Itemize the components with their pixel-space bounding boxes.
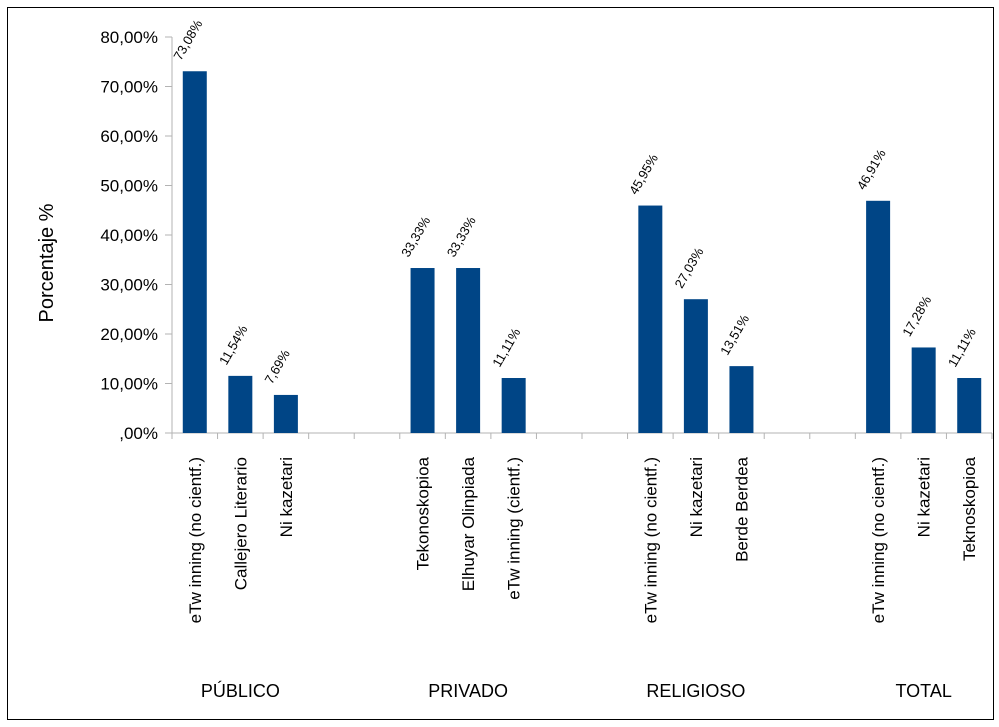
data-label: 46,91% xyxy=(854,146,889,192)
bar xyxy=(684,299,708,433)
data-label: 73,08% xyxy=(170,17,205,63)
data-label: 17,28% xyxy=(899,293,934,339)
bar xyxy=(411,268,435,433)
bar xyxy=(183,71,207,433)
category-label: Teknoskopioa xyxy=(960,456,979,561)
bar xyxy=(912,347,936,433)
data-label: 11,54% xyxy=(216,322,251,367)
data-label: 13,51% xyxy=(717,312,752,358)
bar xyxy=(274,395,298,433)
data-label: 33,33% xyxy=(444,213,479,259)
bar xyxy=(228,376,252,433)
y-tick-label: 20,00% xyxy=(100,325,158,344)
category-label: eTw inning (no cientf.) xyxy=(641,457,660,623)
category-label: Ni kazetari xyxy=(915,457,934,537)
data-label: 11,11% xyxy=(945,325,979,369)
bars xyxy=(183,71,981,433)
bar xyxy=(456,268,480,433)
group-label: RELIGIOSO xyxy=(646,681,745,701)
group-label: PÚBLICO xyxy=(201,680,280,701)
data-label: 33,33% xyxy=(398,213,433,259)
y-tick-label: 40,00% xyxy=(100,226,158,245)
category-label: Berde Berdea xyxy=(732,456,751,561)
data-label: 45,95% xyxy=(626,151,661,197)
category-label: Callejero Literario xyxy=(231,457,250,590)
y-tick-label: 50,00% xyxy=(100,177,158,196)
category-label: eTw inning (cientf.) xyxy=(505,457,524,600)
bar xyxy=(957,378,981,433)
x-axis xyxy=(172,433,992,439)
data-label: 11,11% xyxy=(489,325,523,369)
data-label: 27,03% xyxy=(671,245,706,291)
y-tick-label: 70,00% xyxy=(100,78,158,97)
y-tick-label: 10,00% xyxy=(100,375,158,394)
bar xyxy=(638,206,662,433)
group-labels: PÚBLICO PRIVADO RELIGIOSO TOTAL xyxy=(201,680,952,701)
y-tick-label: ,00% xyxy=(119,424,158,443)
category-labels: eTw inning (no cientf.) Callejero Literar… xyxy=(186,456,979,623)
category-label: Ni kazetari xyxy=(277,457,296,537)
data-labels: 73,08% 11,54% 7,69% 33,33% 33,33% 11,11% 45,95… xyxy=(170,17,979,387)
data-label: 7,69% xyxy=(261,347,293,387)
category-label: Tekonoskopioa xyxy=(414,456,433,570)
y-tick-label: 60,00% xyxy=(100,127,158,146)
category-label: Elhuyar Olinpiada xyxy=(459,456,478,591)
category-label: eTw inning (no cientf.) xyxy=(869,457,888,623)
y-axis: 80,00% 70,00% 60,00% 50,00% 40,00% 30,00% 20,0… xyxy=(100,28,172,443)
category-label: Ni kazetari xyxy=(687,457,706,537)
y-axis-label: Porcentaje % xyxy=(36,203,58,322)
group-label: PRIVADO xyxy=(428,681,508,701)
y-tick-label: 30,00% xyxy=(100,276,158,295)
group-label: TOTAL xyxy=(895,681,951,701)
bar xyxy=(502,378,526,433)
category-label: eTw inning (no cientf.) xyxy=(186,457,205,623)
y-tick-label: 80,00% xyxy=(100,28,158,47)
bar xyxy=(729,366,753,433)
bar xyxy=(866,201,890,433)
